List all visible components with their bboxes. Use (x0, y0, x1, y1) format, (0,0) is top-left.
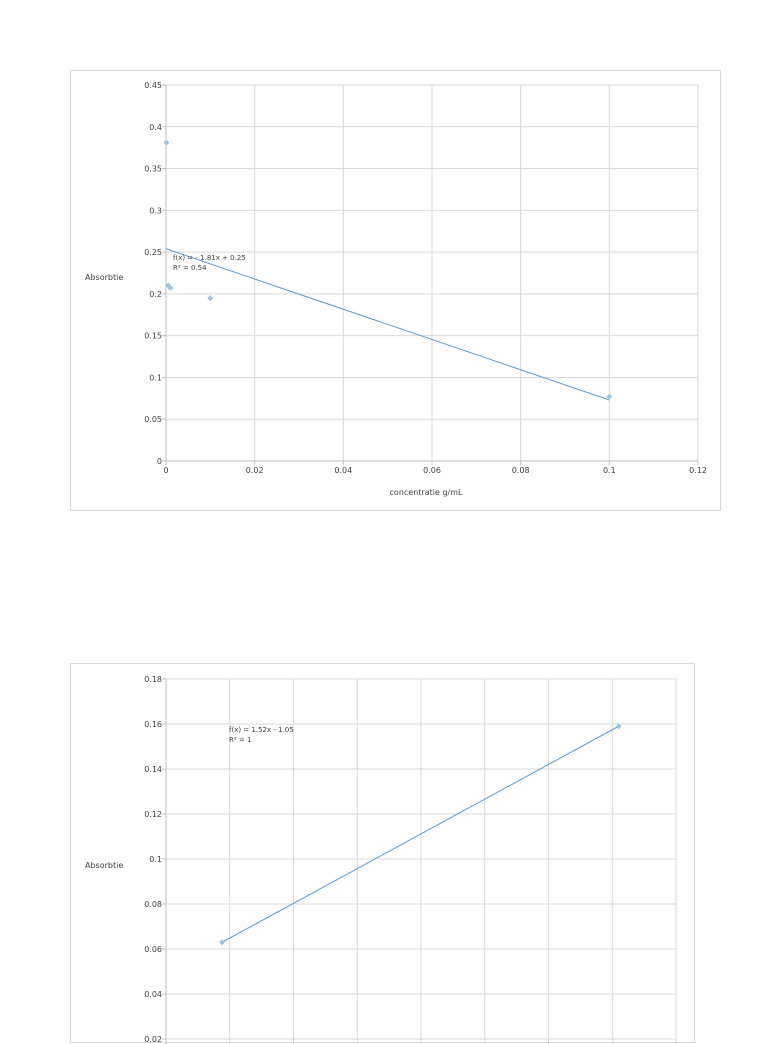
y-tick-label: 0.05 (144, 415, 162, 424)
data-point (615, 723, 622, 730)
x-tick-label: 0.12 (689, 466, 707, 475)
y-tick-label: 0.14 (144, 765, 162, 774)
chart-absorbtie-vs-concentratie: 0 0.05 0.1 0.15 0.2 0.25 0.3 0.35 0.4 0.45 0 0.02 0.… (70, 70, 721, 511)
y-tick-label: 0.2 (149, 290, 162, 299)
chart-svg: 0 0.05 0.1 0.15 0.2 0.25 0.3 0.35 0.4 0.45 0 0.02 0.… (85, 81, 707, 497)
y-tick-label: 0.06 (144, 945, 162, 954)
trendline (165, 248, 610, 401)
data-point (606, 393, 613, 400)
trendline-r-squared: R² = 1 (229, 736, 251, 744)
x-tick-label: 0.06 (423, 466, 441, 475)
y-tick-label: 0.02 (144, 1035, 162, 1044)
trendline (221, 725, 619, 943)
y-tick-label: 0.04 (144, 990, 162, 999)
y-tick-label: 0.4 (149, 123, 162, 132)
x-tick-label: 0.04 (334, 466, 352, 475)
y-tick-label: 0.25 (144, 248, 162, 257)
chart-absorbtie-calibration: 00.020.040.060.080.10.120.140.160.18f(x)… (70, 663, 695, 1044)
y-tick-label: 0.12 (144, 810, 162, 819)
y-tick-label: 0.3 (149, 206, 162, 215)
chart-svg: 00.020.040.060.080.10.120.140.160.18f(x)… (85, 675, 677, 1044)
y-tick-label: 0.1 (149, 373, 162, 382)
y-tick-label: 0.1 (149, 855, 162, 864)
data-point (163, 139, 170, 146)
data-point (167, 285, 174, 292)
y-tick-label: 0.15 (144, 332, 162, 341)
x-axis-title: concentratie g/mL (390, 488, 463, 497)
y-tick-label: 0.16 (144, 720, 162, 729)
y-axis-title: Absorbtie (85, 861, 123, 870)
y-tick-label: 0 (157, 457, 162, 466)
x-tick-label: 0.02 (246, 466, 264, 475)
x-tick-label: 0 (163, 466, 168, 475)
trendline-equation: f(x) = 1.52x - 1.05 (229, 726, 294, 734)
trendline-equation: f(x) = - 1.81x + 0.25 (173, 254, 246, 262)
y-tick-label: 0.35 (144, 165, 162, 174)
y-tick-label: 0.45 (144, 81, 162, 90)
y-axis-title: Absorbtie (85, 273, 123, 282)
data-point (207, 295, 214, 302)
x-tick-label: 0.1 (603, 466, 616, 475)
trendline-r-squared: R² = 0.54 (173, 264, 207, 272)
x-tick-label: 0.08 (512, 466, 530, 475)
y-tick-label: 0.18 (144, 675, 162, 684)
y-tick-label: 0.08 (144, 900, 162, 909)
data-point (219, 939, 226, 946)
